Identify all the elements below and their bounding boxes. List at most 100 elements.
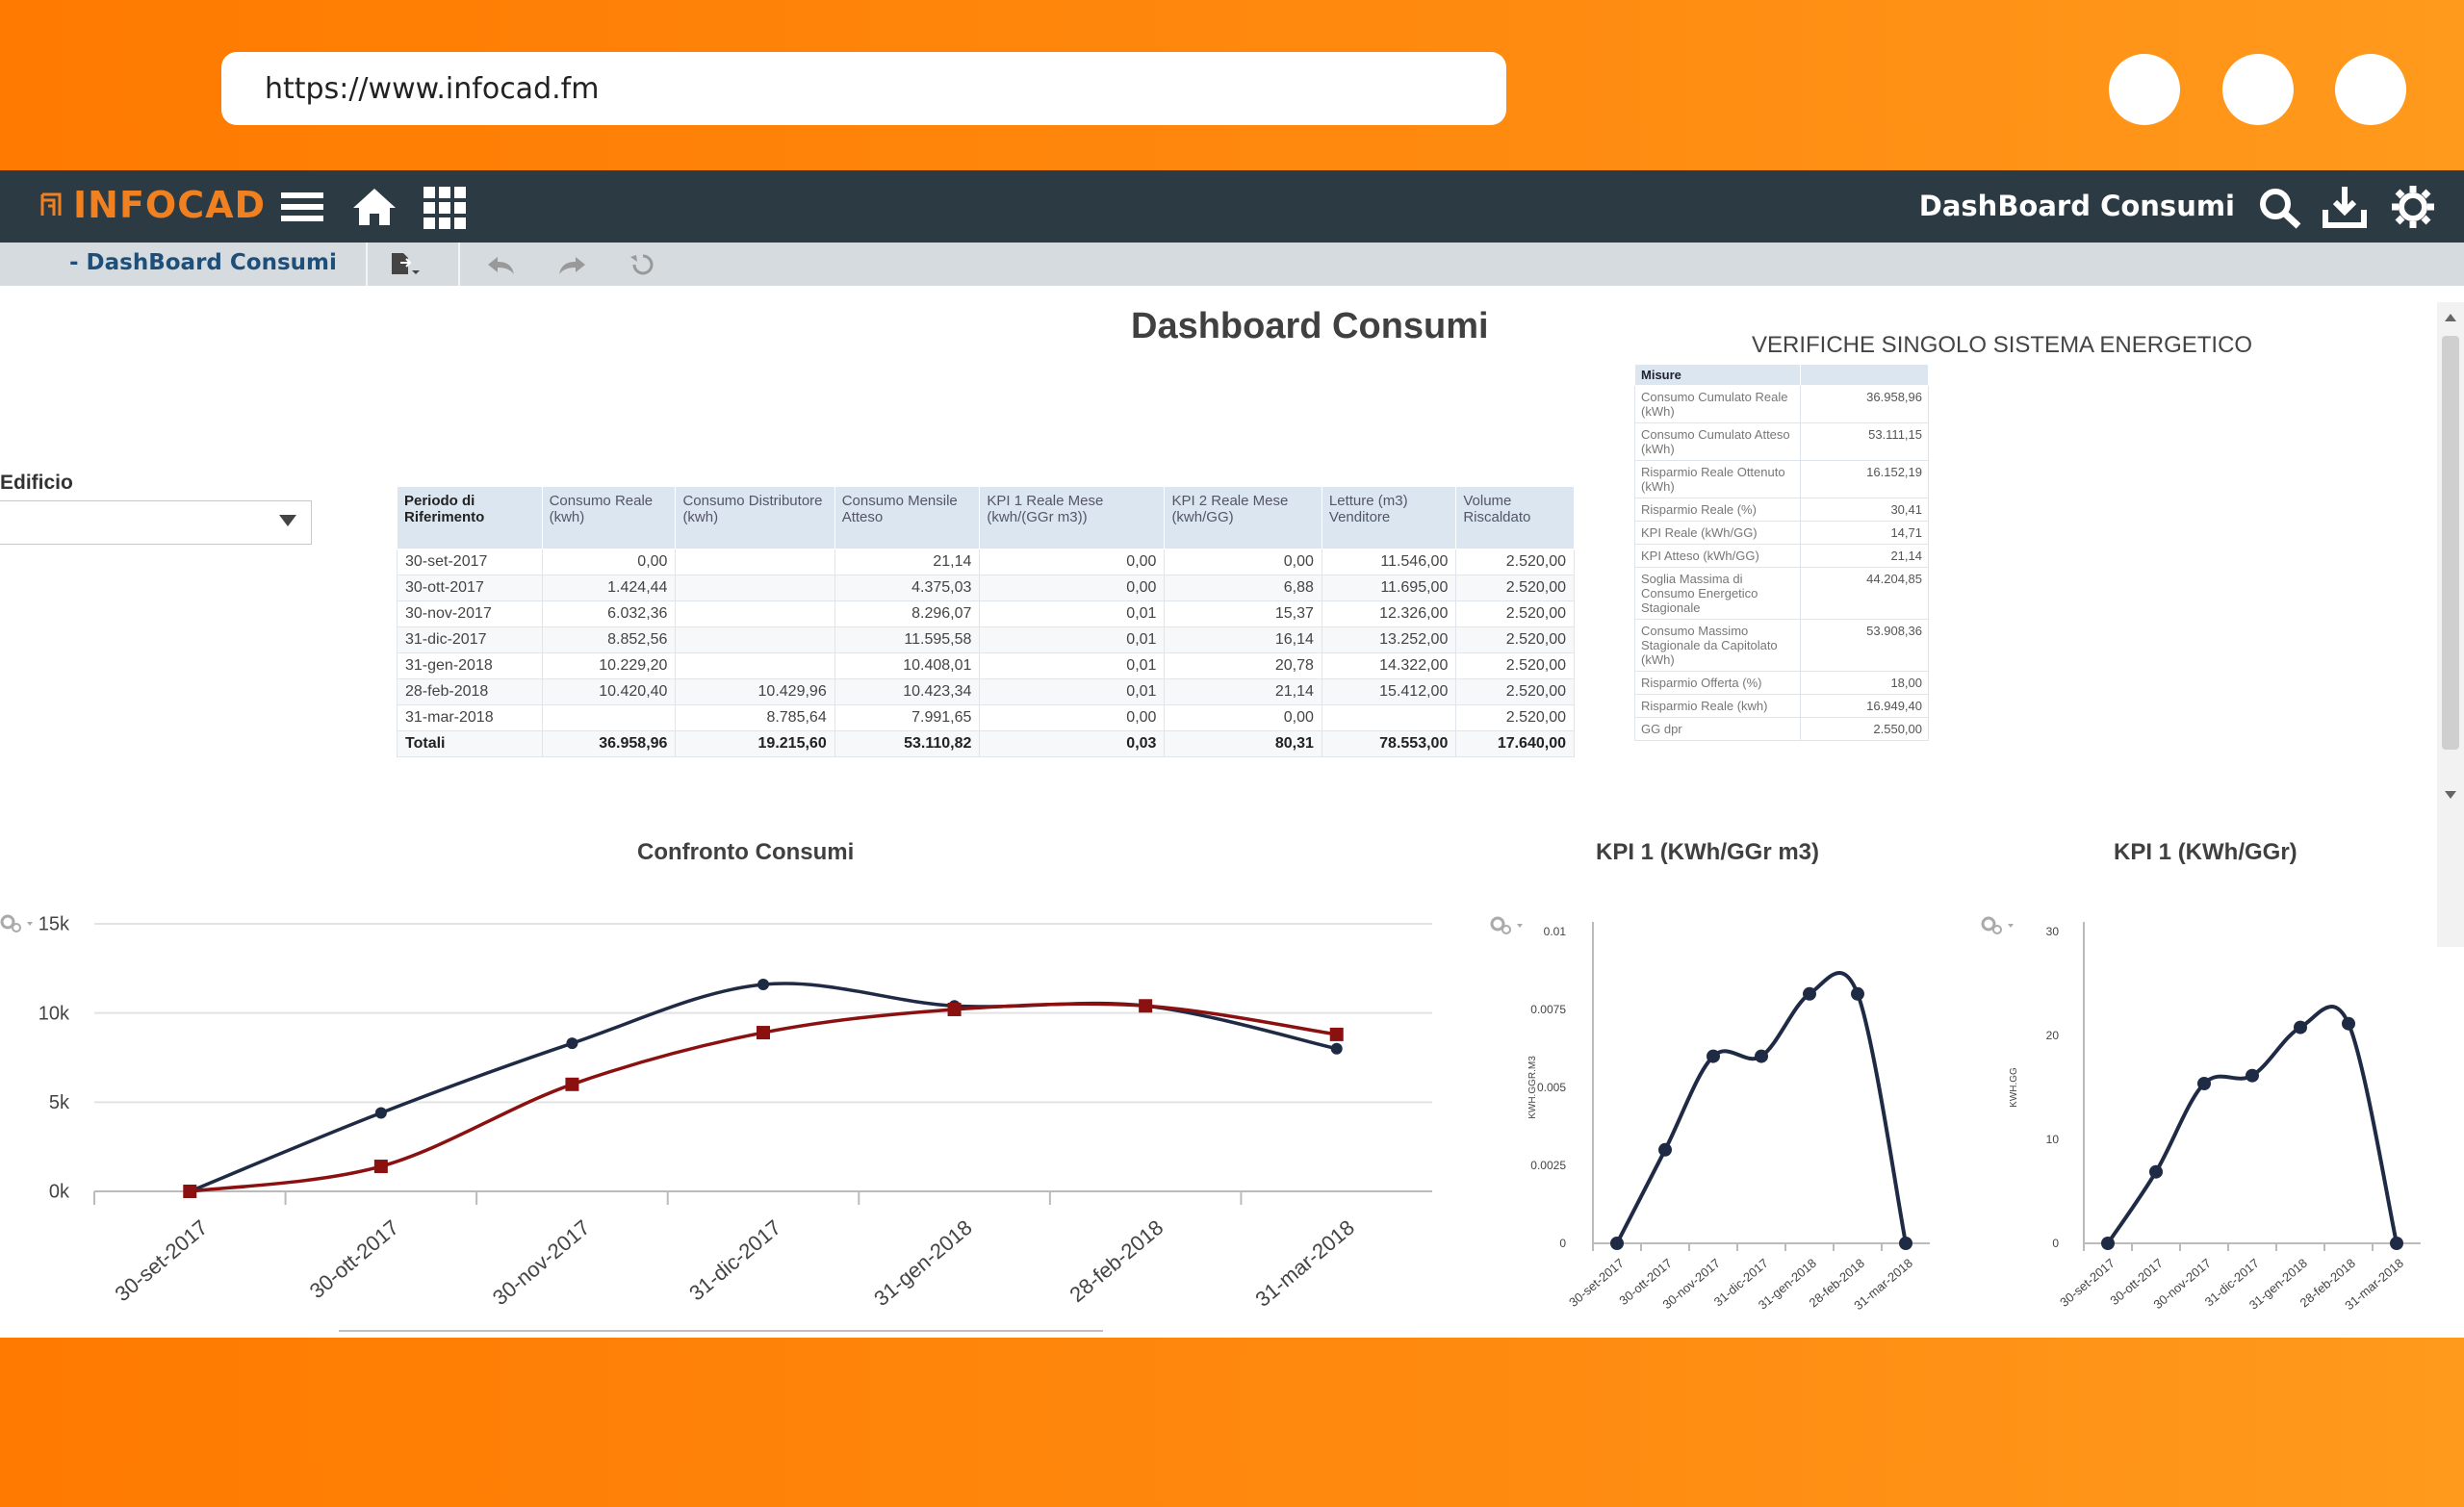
totals-cell: 80,31: [1164, 730, 1322, 757]
measure-value: 18,00: [1800, 671, 1929, 695]
chart-confronto-consumi: 0k 5k 10k 15k 30-set-2017 30-ott-2017 30-nov-2…: [0, 914, 1432, 1312]
y-tick-label: 0.005: [1537, 1081, 1566, 1094]
table-cell: 10.423,34: [834, 678, 981, 705]
data-point: [2246, 1068, 2259, 1083]
data-point: [566, 1037, 578, 1050]
data-point: [1610, 1237, 1624, 1250]
chevron-down-icon: [27, 922, 33, 926]
table-cell: 10.429,96: [675, 678, 835, 705]
chart-options-icon[interactable]: [1981, 916, 2014, 934]
toolbar: - DashBoard Consumi: [0, 243, 2464, 286]
data-point: [2390, 1237, 2403, 1250]
vertical-scrollbar[interactable]: [2437, 302, 2464, 947]
settings-gear-icon[interactable]: [2390, 185, 2436, 229]
export-document-icon[interactable]: [389, 251, 420, 278]
gear-icon: [1981, 916, 1996, 932]
column-header[interactable]: Volume Riscaldato: [1455, 486, 1575, 549]
table-cell: 10.229,20: [541, 652, 677, 679]
y-tick-label: 0: [1559, 1237, 1566, 1250]
refresh-icon[interactable]: [628, 251, 658, 278]
breadcrumb[interactable]: - DashBoard Consumi: [69, 250, 337, 275]
table-row[interactable]: 30-nov-2017 6.032,36 8.296,07 0,01 15,37 12.3…: [397, 600, 1575, 627]
home-icon[interactable]: [351, 185, 398, 229]
column-header[interactable]: Letture (m3) Venditore: [1321, 486, 1457, 549]
search-icon[interactable]: [2256, 185, 2302, 229]
measure-value: 53.111,15: [1800, 422, 1929, 461]
table-cell: 12.326,00: [1321, 600, 1457, 627]
chart-title-confronto: Confronto Consumi: [637, 839, 855, 865]
chart-options-icon[interactable]: [1490, 916, 1523, 934]
column-header[interactable]: KPI 2 Reale Mese (kwh/GG): [1164, 486, 1322, 549]
gear-icon: [1502, 925, 1511, 934]
logo-text: INFOCAD: [73, 184, 267, 226]
building-select[interactable]: [0, 500, 312, 545]
scroll-up-icon[interactable]: [2445, 312, 2456, 321]
totals-row: Totali 36.958,96 19.215,60 53.110,82 0,03 80,…: [397, 730, 1575, 757]
data-point: [373, 1160, 388, 1174]
url-bar[interactable]: https://www.infocad.fm: [221, 52, 1506, 125]
y-tick-label: 5k: [49, 1092, 70, 1113]
table-cell: 11.695,00: [1321, 575, 1457, 601]
table-cell: [541, 704, 677, 731]
table-cell: 30-set-2017: [397, 549, 543, 575]
column-header[interactable]: Consumo Distributore (kwh): [675, 486, 835, 549]
table-row[interactable]: 31-mar-2018 8.785,64 7.991,65 0,00 0,00 2.520…: [397, 704, 1575, 731]
measure-label: Consumo Cumulato Atteso (kWh): [1634, 422, 1802, 461]
table-row[interactable]: 30-ott-2017 1.424,44 4.375,03 0,00 6,88 11.69…: [397, 575, 1575, 601]
table-cell: 6,88: [1164, 575, 1322, 601]
download-icon[interactable]: [2322, 185, 2368, 229]
scroll-down-icon[interactable]: [2445, 791, 2456, 801]
column-header[interactable]: Periodo di Riferimento: [397, 486, 543, 549]
table-cell: 0,00: [979, 549, 1166, 575]
data-point: [2197, 1077, 2211, 1091]
horizontal-scroll-track[interactable]: [339, 1330, 1103, 1332]
toolbar-divider: [366, 243, 368, 286]
table-row[interactable]: 28-feb-2018 10.420,40 10.429,96 10.423,34 0,…: [397, 678, 1575, 705]
totals-cell: Totali: [397, 730, 543, 757]
table-cell: 16,14: [1164, 626, 1322, 653]
table-cell: 2.520,00: [1455, 678, 1575, 705]
data-point: [1658, 1142, 1672, 1157]
infocad-logo[interactable]: INFOCAD: [40, 184, 266, 226]
totals-cell: 0,03: [979, 730, 1166, 757]
side-table-row: Consumo Cumulato Atteso (kWh) 53.111,15: [1634, 422, 1929, 461]
column-header[interactable]: Consumo Reale (kwh): [541, 486, 677, 549]
side-table-row: Consumo Massimo Stagionale da Capitolato…: [1634, 619, 1929, 672]
table-row[interactable]: 31-gen-2018 10.229,20 10.408,01 0,01 20,78 14…: [397, 652, 1575, 679]
measure-value: 16.152,19: [1800, 460, 1929, 498]
undo-icon[interactable]: [486, 251, 517, 278]
window-dot-2[interactable]: [2222, 54, 2294, 125]
chart-kpi1-m3: 00.00250.0050.00750.0130-set-201730-ott-…: [1490, 916, 1930, 1313]
side-table-row: Risparmio Reale Ottenuto (kWh) 16.152,19: [1634, 460, 1929, 498]
measure-value: 14,71: [1800, 521, 1929, 545]
redo-icon[interactable]: [556, 251, 587, 278]
table-cell: 7.991,65: [834, 704, 981, 731]
side-table-row: Risparmio Offerta (%) 18,00: [1634, 671, 1929, 695]
table-row[interactable]: 31-dic-2017 8.852,56 11.595,58 0,01 16,14 13.…: [397, 626, 1575, 653]
table-cell: 2.520,00: [1455, 600, 1575, 627]
chart-title-kpi1-m3: KPI 1 (KWh/GGr m3): [1596, 839, 1820, 865]
scroll-thumb[interactable]: [2442, 336, 2459, 750]
apps-grid-icon[interactable]: [422, 185, 468, 229]
hamburger-menu-icon[interactable]: [279, 185, 325, 229]
table-cell: 28-feb-2018: [397, 678, 543, 705]
y-tick-label: 0k: [49, 1182, 70, 1203]
table-cell: 11.595,58: [834, 626, 981, 653]
y-tick-label: 0: [2052, 1237, 2059, 1250]
column-header[interactable]: Consumo Mensile Atteso: [834, 486, 981, 549]
x-tick-label: 30-set-2017: [1566, 1256, 1627, 1310]
table-row[interactable]: 30-set-2017 0,00 21,14 0,00 0,00 11.546,00 2.5…: [397, 549, 1575, 575]
window-dot-1[interactable]: [2109, 54, 2180, 125]
x-tick-label: 30-ott-2017: [305, 1215, 403, 1303]
totals-cell: 78.553,00: [1321, 730, 1457, 757]
window-dot-3[interactable]: [2335, 54, 2406, 125]
chevron-down-icon: [279, 515, 296, 526]
chart-options-icon[interactable]: [0, 914, 33, 932]
column-header[interactable]: KPI 1 Reale Mese (kwh/(GGr m3)): [979, 486, 1166, 549]
totals-cell: 17.640,00: [1455, 730, 1575, 757]
x-tick-label: 31-dic-2017: [684, 1215, 785, 1306]
url-text: https://www.infocad.fm: [265, 71, 600, 106]
side-table-row: KPI Atteso (kWh/GG) 21,14: [1634, 544, 1929, 568]
x-tick-label: 30-nov-2017: [488, 1215, 595, 1311]
table-cell: [1321, 704, 1457, 731]
